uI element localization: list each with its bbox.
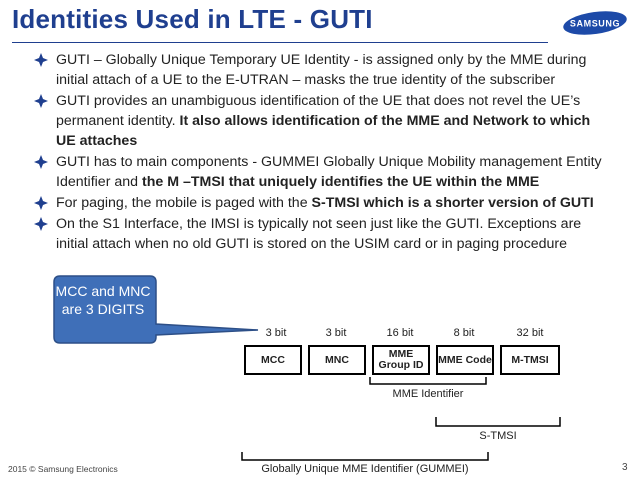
bit-label: 32 bit xyxy=(516,327,544,339)
bullet-text: GUTI provides an unambiguous identificat… xyxy=(56,93,581,129)
gummei-label: Globally Unique MME Identifier (GUMMEI) xyxy=(261,463,469,475)
diamond-bullet-icon xyxy=(34,94,48,108)
field-m-tmsi: M-TMSI xyxy=(500,345,560,375)
callout-text: MCC and MNC are 3 DIGITS xyxy=(55,283,151,317)
field-mnc: MNC xyxy=(308,345,366,375)
bullet-text: GUTI – Globally Unique Temporary UE Iden… xyxy=(56,52,587,88)
logo-text: SAMSUNG xyxy=(570,19,620,29)
diamond-bullet-icon xyxy=(34,217,48,231)
mme-identifier-bracket xyxy=(369,377,487,385)
diamond-bullet-icon xyxy=(34,196,48,210)
bullet-bold-text: It also allows identification of the MME… xyxy=(56,113,591,149)
bullet-bold-text: S-TMSI which is a shorter version of GUT… xyxy=(311,195,594,211)
gummei-bracket xyxy=(241,452,489,461)
diamond-bullet-icon xyxy=(34,53,48,67)
bullet-bold-text: the M –TMSI that uniquely identifies the… xyxy=(141,174,540,190)
slide-title: Identities Used in LTE - GUTI xyxy=(12,4,373,34)
footer-copyright: 2015 © Samsung Electronics xyxy=(8,464,118,474)
bullet-text: On the S1 Interface, the IMSI is typical… xyxy=(56,216,582,252)
diamond-bullet-icon xyxy=(34,155,48,169)
bullet-item: GUTI – Globally Unique Temporary UE Iden… xyxy=(34,50,606,90)
bit-label: 3 bit xyxy=(265,327,287,339)
field-mme-group-id: MME Group ID xyxy=(372,345,430,375)
page-number: 3 xyxy=(622,462,628,473)
callout-bubble xyxy=(53,275,259,344)
samsung-logo: SAMSUNG xyxy=(563,11,627,35)
bit-label: 3 bit xyxy=(325,327,347,339)
bullet-list: GUTI – Globally Unique Temporary UE Iden… xyxy=(34,50,606,255)
bullet-item: For paging, the mobile is paged with the… xyxy=(34,193,606,213)
field-mme-code: MME Code xyxy=(436,345,494,375)
s-tmsi-bracket xyxy=(435,417,561,427)
bit-label: 8 bit xyxy=(453,327,475,339)
bullet-item: On the S1 Interface, the IMSI is typical… xyxy=(34,214,606,254)
bullet-text: For paging, the mobile is paged with the xyxy=(56,195,312,211)
s-tmsi-label: S-TMSI xyxy=(479,430,517,442)
title-divider xyxy=(12,42,548,43)
bullet-text: GUTI has to main components - GUMMEI Glo… xyxy=(56,154,602,190)
mme-identifier-label: MME Identifier xyxy=(392,388,464,400)
field-mcc: MCC xyxy=(244,345,302,375)
bit-label: 16 bit xyxy=(386,327,414,339)
bullet-item: GUTI has to main components - GUMMEI Glo… xyxy=(34,152,606,192)
bullet-item: GUTI provides an unambiguous identificat… xyxy=(34,91,606,151)
